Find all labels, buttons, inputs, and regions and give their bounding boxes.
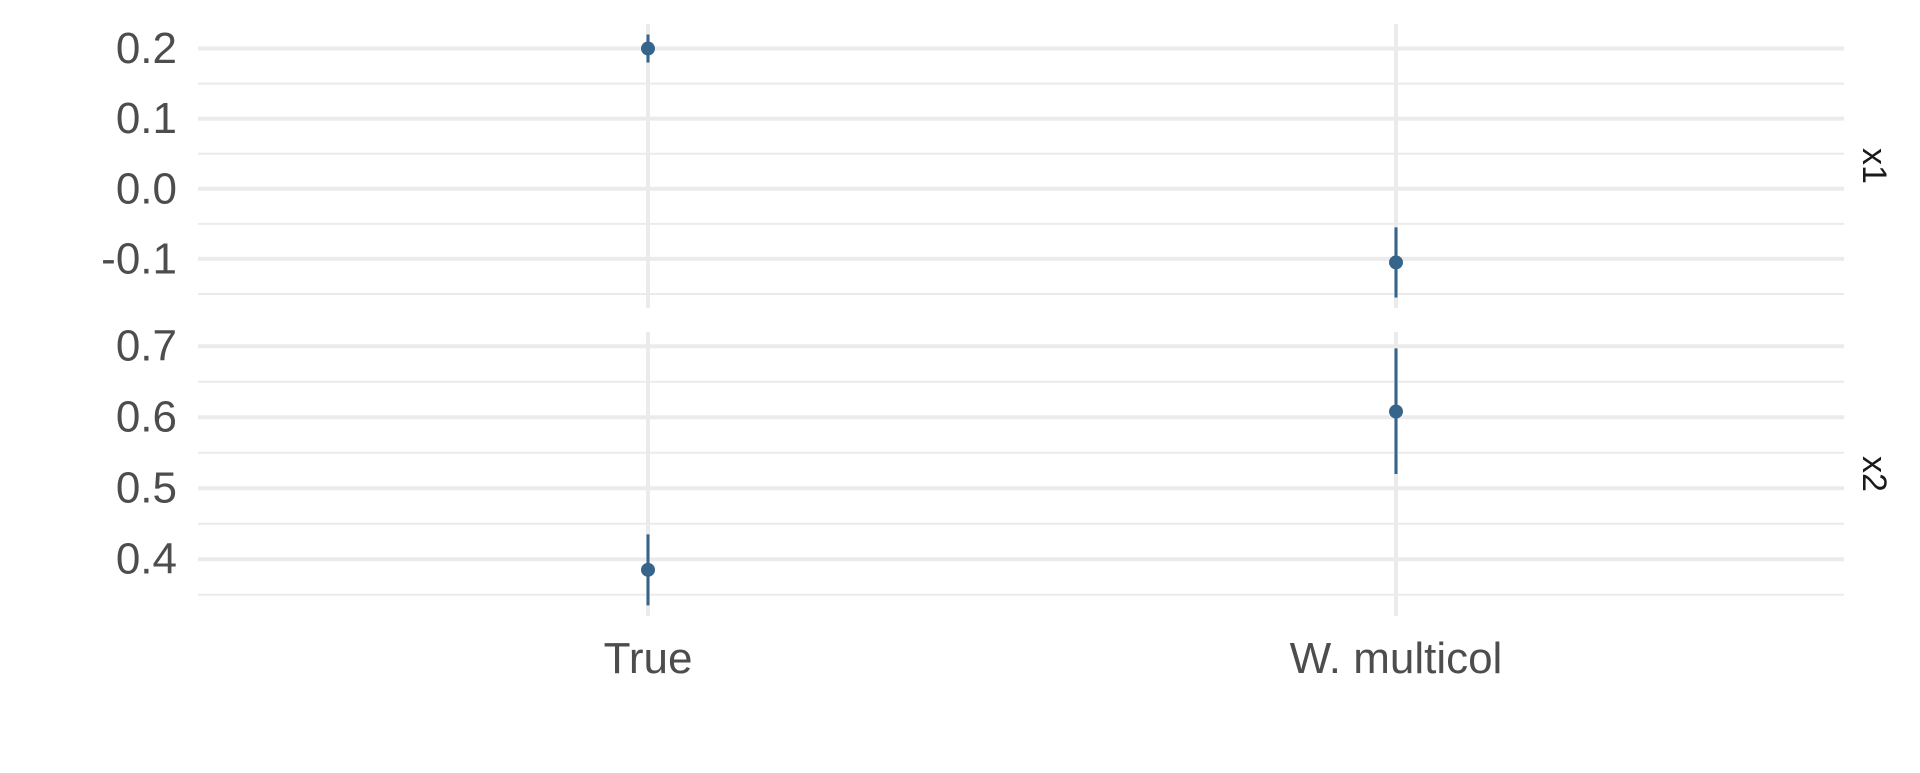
facet-x2-y-tick-label: 0.5 bbox=[116, 464, 177, 513]
facet-x2-point-0 bbox=[641, 562, 655, 577]
facet-x1-y-tick-label: -0.1 bbox=[101, 234, 177, 283]
facet-x1-y-tick-label: 0.2 bbox=[116, 24, 177, 73]
marks-layer bbox=[641, 34, 1403, 606]
x-tick-label-1: W. multicol bbox=[1290, 634, 1503, 683]
labels-layer: -0.1 0.0 0.1 0.2 x1 0.4 0.5 0.6 0.7 x2 True W. mult… bbox=[101, 24, 1893, 683]
facet-x2-y-tick-label: 0.7 bbox=[116, 322, 177, 371]
facet-x1-y-tick-label: 0.1 bbox=[116, 94, 177, 143]
facet-x1-y-tick-label: 0.0 bbox=[116, 164, 177, 213]
facet-x1-point-1 bbox=[1389, 255, 1403, 270]
facet-x2-point-1 bbox=[1389, 404, 1403, 419]
facet-x2-y-tick-label: 0.4 bbox=[116, 535, 177, 584]
grid-layer bbox=[198, 24, 1844, 616]
facet-x1-point-0 bbox=[641, 41, 655, 56]
facet-x2-strip-label: x2 bbox=[1855, 456, 1893, 492]
facet-x1-strip-label: x1 bbox=[1855, 148, 1893, 184]
x-tick-label-0: True bbox=[604, 634, 693, 683]
facet-x2-y-tick-label: 0.6 bbox=[116, 393, 177, 442]
